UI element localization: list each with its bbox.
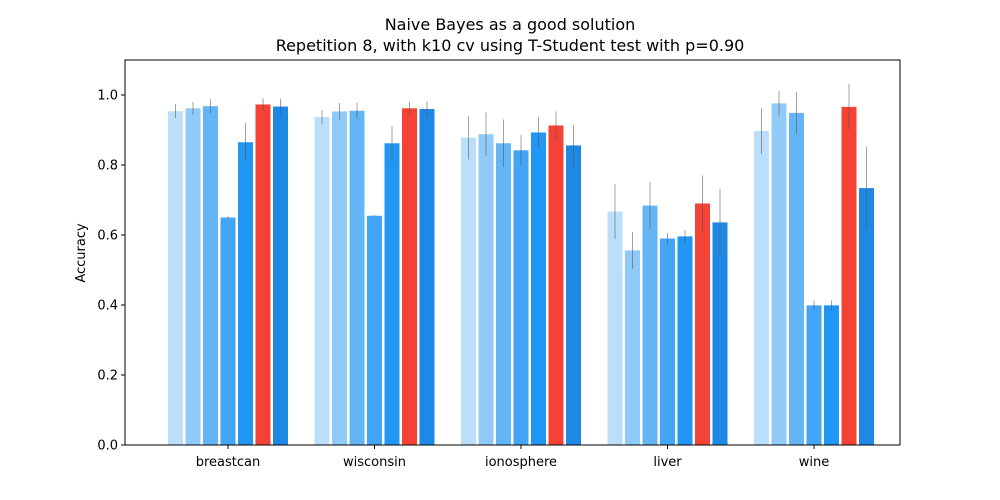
bar-liver-7	[712, 222, 728, 445]
bar-ionosphere-7	[566, 145, 581, 445]
bar-breastcan-5	[238, 142, 253, 445]
y-tick-label: 0.4	[97, 299, 118, 314]
x-tick-label-wisconsin: wisconsin	[343, 455, 406, 470]
bars-group	[168, 103, 874, 446]
bar-wine-3	[789, 112, 804, 445]
bar-liver-3	[642, 205, 658, 445]
x-axis: breastcan wisconsin ionosphere liver wine	[196, 445, 829, 470]
chart-subtitle: Repetition 8, with k10 cv using T-Studen…	[276, 36, 745, 55]
bar-breastcan-1	[168, 111, 183, 445]
bar-wisconsin-7	[419, 109, 435, 445]
bar-breastcan-7	[273, 106, 288, 446]
bar-liver-4	[660, 238, 675, 445]
x-tick-label-breastcan: breastcan	[196, 455, 261, 470]
y-tick-label: 0.0	[97, 439, 118, 454]
plot-frame	[124, 59, 901, 446]
bar-breastcan-3	[203, 106, 218, 445]
bar-wine-1	[754, 131, 769, 446]
bar-wisconsin-2	[332, 111, 347, 445]
bar-wisconsin-6	[402, 108, 417, 446]
bar-wisconsin-1	[314, 117, 330, 446]
y-axis-label: Accuracy	[74, 223, 89, 283]
bar-ionosphere-3	[496, 143, 511, 446]
bar-wine-6	[841, 106, 857, 446]
bar-wine-5	[824, 305, 839, 445]
bar-wisconsin-3	[349, 110, 365, 445]
bar-ionosphere-2	[478, 134, 494, 445]
bar-wine-7	[859, 188, 874, 445]
bar-breastcan-2	[185, 108, 201, 446]
bar-breastcan-4	[220, 217, 236, 445]
y-tick-label: 0.6	[97, 229, 118, 244]
bar-ionosphere-1	[461, 137, 476, 445]
y-tick-label: 0.8	[97, 159, 118, 174]
bar-liver-6	[695, 203, 710, 445]
bar-ionosphere-5	[531, 132, 546, 445]
chart-title: Naive Bayes as a good solution	[385, 15, 636, 34]
x-tick-label-liver: liver	[653, 455, 682, 470]
bar-ionosphere-6	[548, 125, 564, 445]
bar-ionosphere-4	[513, 150, 529, 446]
x-tick-label-ionosphere: ionosphere	[485, 455, 557, 470]
y-tick-label: 0.2	[97, 369, 118, 384]
bar-wisconsin-4	[367, 215, 382, 445]
bar-wisconsin-5	[384, 143, 400, 446]
bar-liver-2	[625, 250, 640, 445]
bar-breastcan-6	[255, 104, 271, 445]
y-tick-label: 1.0	[97, 89, 118, 104]
x-tick-label-wine: wine	[799, 455, 829, 470]
bar-liver-1	[607, 211, 623, 445]
error-bars-group	[175, 84, 867, 311]
bar-wine-2	[771, 103, 787, 446]
y-axis: 0.0 0.2 0.4 0.6 0.8 1.0	[97, 89, 125, 454]
bar-wine-4	[806, 305, 822, 445]
bar-liver-5	[677, 236, 693, 445]
